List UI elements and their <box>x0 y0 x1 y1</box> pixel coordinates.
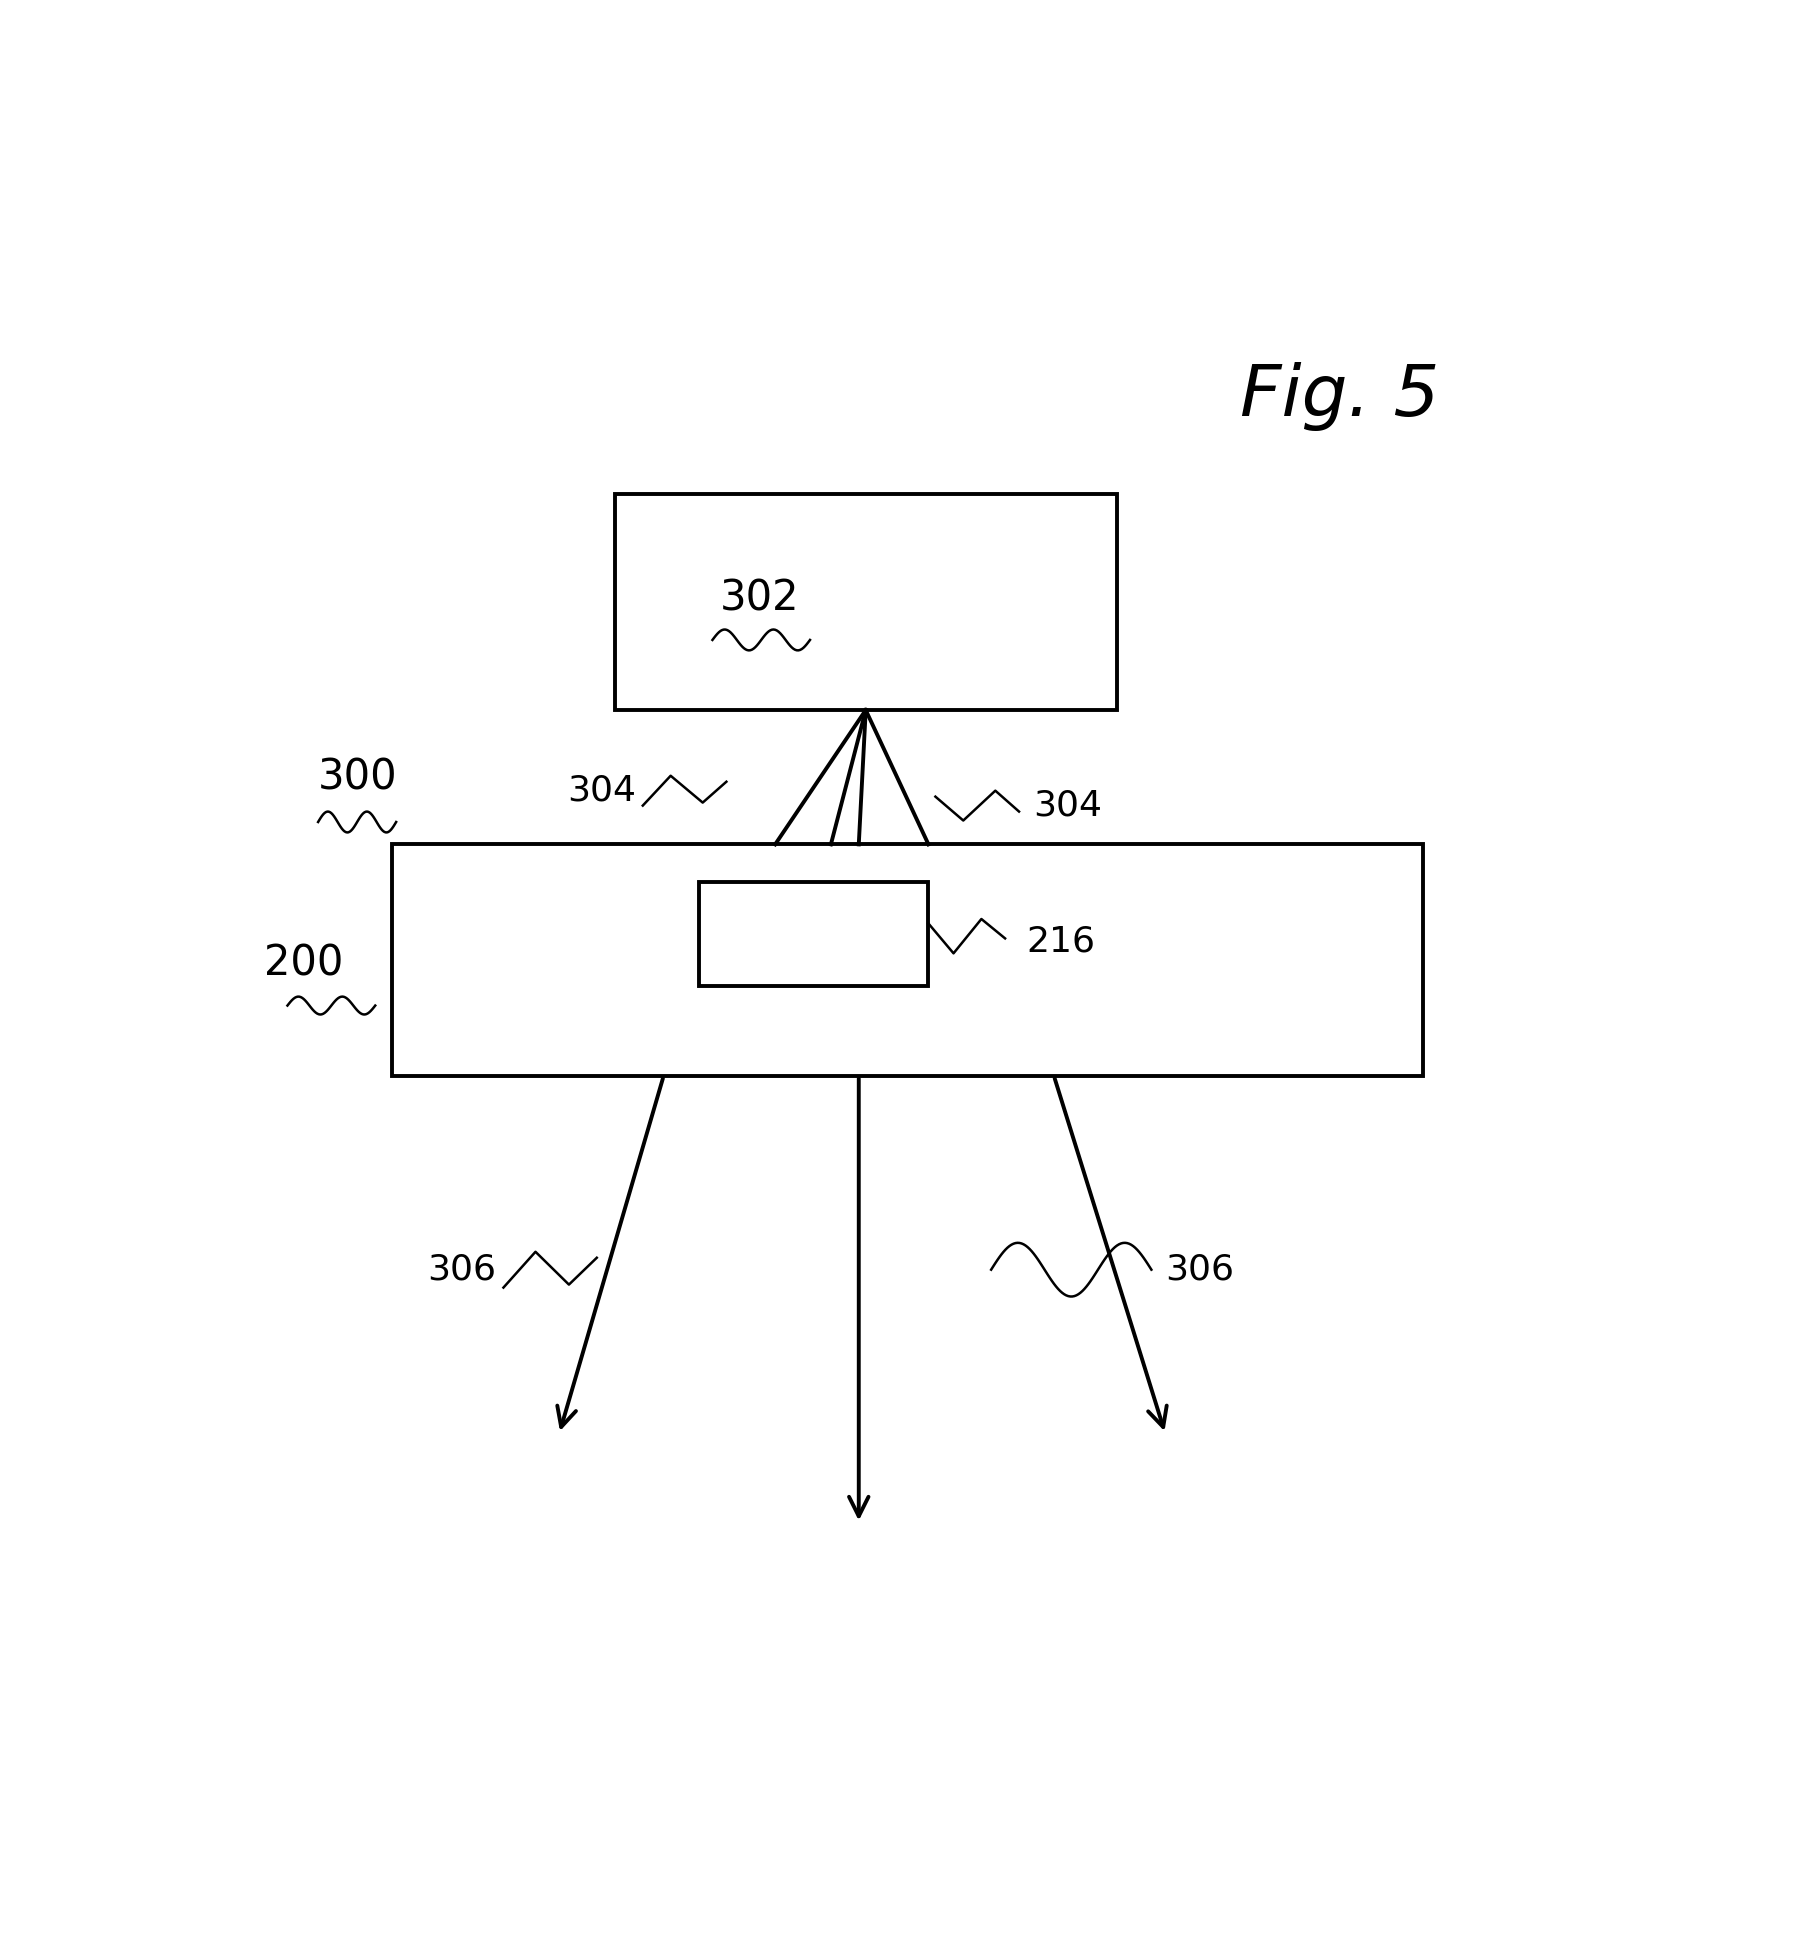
Text: 306: 306 <box>1165 1252 1235 1287</box>
Text: 302: 302 <box>719 578 798 618</box>
Text: 216: 216 <box>1027 924 1095 959</box>
Text: Fig. 5: Fig. 5 <box>1241 362 1438 432</box>
Text: 306: 306 <box>428 1252 496 1287</box>
Bar <box>615 494 1117 709</box>
Text: 304: 304 <box>566 773 636 808</box>
Text: 304: 304 <box>1032 789 1102 822</box>
Text: 300: 300 <box>316 756 397 798</box>
Text: 200: 200 <box>264 942 343 985</box>
Bar <box>392 845 1424 1076</box>
Bar <box>698 882 928 986</box>
